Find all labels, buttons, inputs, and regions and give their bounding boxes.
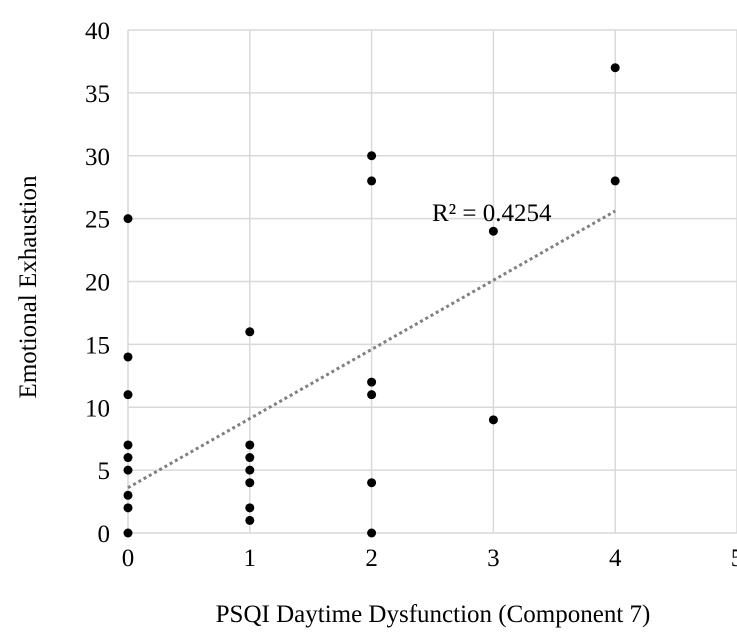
data-point xyxy=(123,453,133,463)
data-point xyxy=(123,490,133,500)
y-axis-title: Emotional Exhaustion xyxy=(15,175,42,398)
data-point xyxy=(245,465,255,475)
data-point xyxy=(123,440,133,450)
y-tick-label: 35 xyxy=(85,81,110,108)
data-point xyxy=(245,440,255,450)
x-tick-label: 5 xyxy=(731,545,737,572)
y-tick-label: 40 xyxy=(85,18,110,45)
y-tick-label: 10 xyxy=(85,395,110,422)
y-tick-label: 5 xyxy=(98,458,111,485)
data-point xyxy=(245,478,255,488)
x-axis-title: PSQI Daytime Dysfunction (Component 7) xyxy=(216,601,651,628)
y-tick-label: 25 xyxy=(85,207,110,234)
x-tick-label: 4 xyxy=(609,545,622,572)
x-tick-label: 2 xyxy=(365,545,378,572)
data-point xyxy=(245,503,255,513)
y-tick-label: 20 xyxy=(85,270,110,297)
data-point xyxy=(367,377,377,387)
data-point xyxy=(123,390,133,400)
x-tick-label: 1 xyxy=(244,545,257,572)
y-tick-label: 30 xyxy=(85,144,110,171)
data-point xyxy=(367,151,377,161)
data-point xyxy=(488,226,498,236)
data-point xyxy=(488,415,498,425)
data-point xyxy=(245,515,255,525)
y-tick-label: 0 xyxy=(98,521,111,548)
data-point xyxy=(367,478,377,488)
data-point xyxy=(367,528,377,538)
data-point xyxy=(245,453,255,463)
data-point xyxy=(245,327,255,337)
x-tick-label: 3 xyxy=(487,545,500,572)
data-point xyxy=(123,214,133,224)
y-tick-labels: 0 5 10 15 20 25 30 35 40 xyxy=(85,18,110,548)
data-point xyxy=(123,465,133,475)
data-points xyxy=(123,63,620,538)
data-point xyxy=(610,176,620,186)
y-tick-label: 15 xyxy=(85,332,110,359)
data-point xyxy=(123,352,133,362)
data-point xyxy=(123,528,133,538)
data-point xyxy=(123,503,133,513)
x-tick-label: 0 xyxy=(122,545,135,572)
data-point xyxy=(367,176,377,186)
data-point xyxy=(367,390,377,400)
data-point xyxy=(610,63,620,73)
gridlines xyxy=(127,29,737,534)
x-tick-labels: 0 1 2 3 4 5 xyxy=(122,545,737,572)
r-squared-label: R² = 0.4254 xyxy=(432,200,552,227)
